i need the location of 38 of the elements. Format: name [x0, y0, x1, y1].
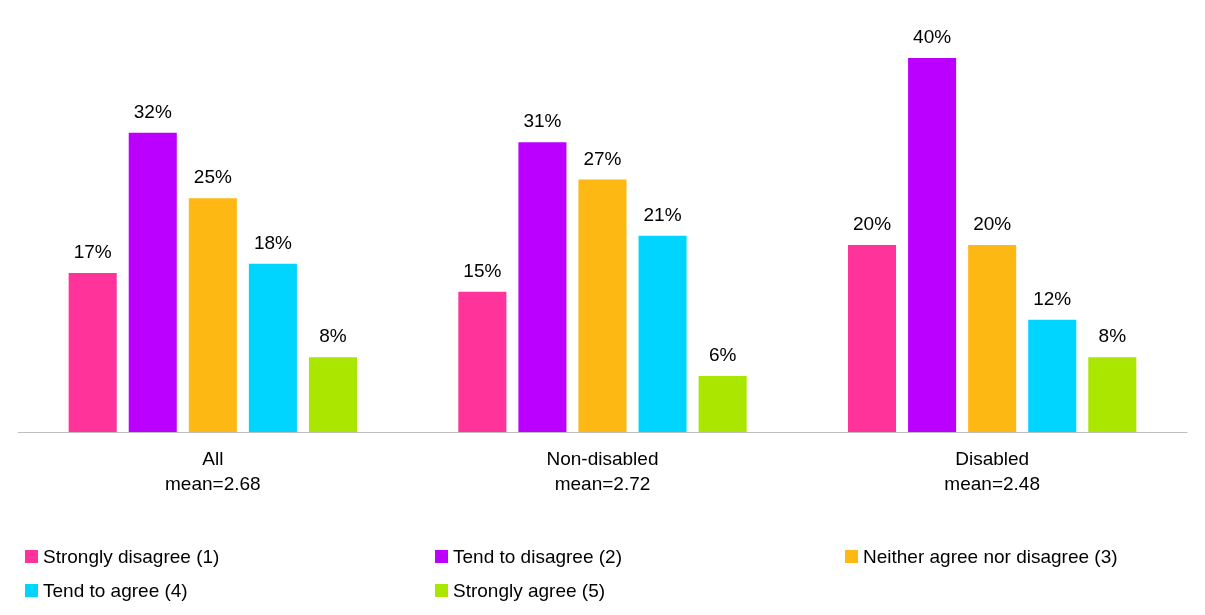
data-label: 15% [463, 259, 502, 281]
legend-label: Tend to disagree (2) [453, 546, 622, 567]
data-label: 20% [853, 213, 892, 234]
data-label: 6% [708, 343, 737, 365]
data-label: 18% [253, 231, 293, 253]
legend-label: Neither agree nor disagree (3) [863, 546, 1118, 567]
data-label: 8% [319, 325, 347, 347]
data-label: 8% [1098, 325, 1127, 347]
data-label: 27% [583, 147, 622, 169]
bar [847, 245, 897, 432]
x-tick-label: Disabled mean=2.48 [944, 448, 1040, 494]
x-tick-label: Non-disabled mean=2.72 [546, 448, 659, 494]
data-label: 12% [1033, 287, 1072, 309]
data-label: 32% [133, 100, 172, 122]
bar [68, 273, 117, 432]
x-tick-label: All mean=2.68 [165, 448, 261, 494]
bar [128, 132, 177, 432]
data-label: 25% [193, 166, 232, 188]
data-label: 20% [973, 213, 1012, 234]
data-label: 31% [523, 110, 562, 132]
bar [578, 179, 627, 432]
bar [1028, 319, 1077, 432]
bar [188, 198, 237, 432]
bar [308, 357, 358, 432]
bar [638, 235, 687, 432]
legend-label: Strongly disagree (1) [43, 546, 220, 567]
data-label: 17% [73, 241, 112, 263]
legend-label: Strongly agree (5) [453, 580, 606, 601]
data-label: 21% [643, 203, 682, 225]
bar [518, 142, 567, 432]
bar [698, 375, 747, 432]
bar [908, 58, 957, 432]
bar [968, 245, 1017, 432]
legend-label: Tend to agree (4) [43, 580, 188, 601]
bar [1088, 357, 1137, 432]
bar [458, 291, 507, 432]
data-label: 40% [913, 26, 952, 47]
bar [248, 263, 297, 432]
